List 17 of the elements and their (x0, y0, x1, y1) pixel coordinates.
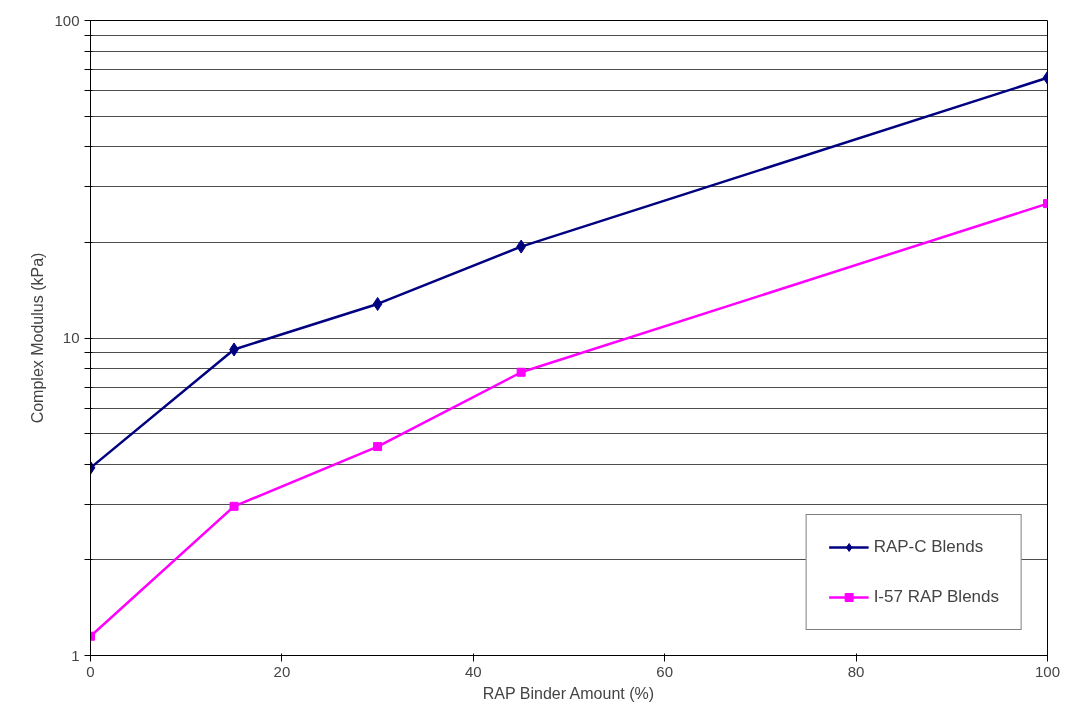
x-tick-label: 100 (1034, 662, 1061, 680)
point (516, 367, 526, 377)
x-tick-label: 0 (86, 662, 95, 680)
legend-label: RAP-C Blends (873, 537, 984, 557)
point (372, 296, 383, 311)
x-axis-title: RAP Binder Amount (%) (482, 684, 655, 702)
legend-label: I-57 RAP Blends (873, 587, 999, 607)
point (373, 442, 383, 452)
y-axis-title: Complex Modulus (kPa) (29, 252, 47, 424)
x-tick-label: 80 (847, 662, 865, 680)
y-tick-label: 1 (71, 646, 80, 664)
y-tick-label: 10 (62, 329, 80, 346)
x-tick-label: 40 (464, 662, 482, 680)
y-tick-label: 100 (54, 11, 80, 29)
point (229, 501, 239, 511)
x-tick-label: 20 (273, 662, 291, 680)
x-tick-label: 60 (656, 662, 674, 680)
